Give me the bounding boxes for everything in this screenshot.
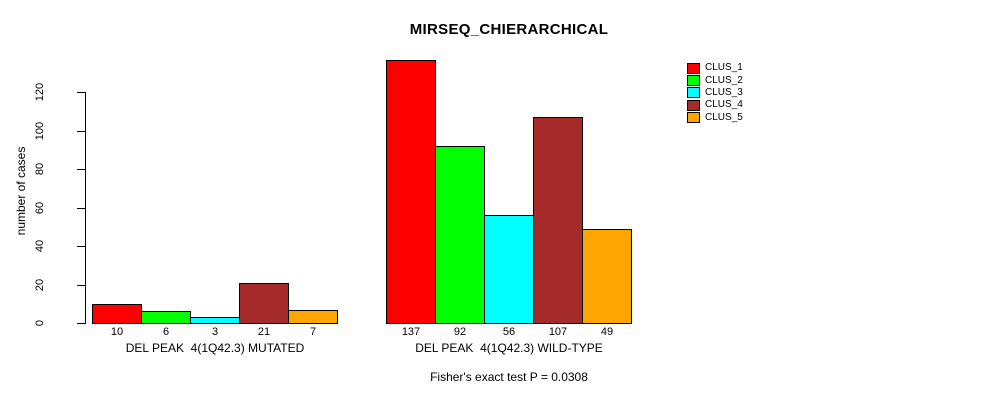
y-axis-tick-label: 120 [34, 82, 46, 102]
bar-value-label: 92 [453, 326, 467, 338]
y-axis-tick-label: 40 [34, 239, 46, 253]
y-axis-tick [77, 92, 85, 93]
legend-color-swatch [687, 112, 700, 124]
bar-clus_2-wild-type [435, 146, 485, 324]
bar-value-label: 10 [110, 326, 124, 338]
x-group-label-wild-type: DEL PEAK 4(1Q42.3) WILD-TYPE [415, 341, 603, 355]
bar-value-label: 21 [257, 326, 271, 338]
bar-clus_4-wild-type [533, 117, 583, 324]
legend-color-swatch [687, 99, 700, 111]
y-axis-tick [77, 323, 85, 324]
y-axis-label: number of cases [14, 146, 28, 236]
bar-value-label: 6 [162, 326, 170, 338]
legend-item-label: CLUS_4 [705, 99, 743, 111]
y-axis-tick [77, 131, 85, 132]
y-axis-tick-label: 60 [34, 201, 46, 215]
bar-clus_3-mutated [190, 317, 240, 324]
bar-clus_5-wild-type [582, 229, 632, 324]
y-axis-tick-label: 80 [34, 162, 46, 176]
legend-item: CLUS_4 [687, 99, 743, 111]
legend-color-swatch [687, 87, 700, 99]
y-axis-tick-label: 0 [34, 319, 46, 327]
y-axis-tick [77, 246, 85, 247]
legend-item: CLUS_1 [687, 62, 743, 74]
bar-value-label: 7 [309, 326, 317, 338]
bar-clus_5-mutated [288, 310, 338, 324]
fisher-test-annotation: Fisher's exact test P = 0.0308 [430, 370, 588, 384]
y-axis-tick-label: 20 [34, 278, 46, 292]
legend-color-swatch [687, 75, 700, 87]
legend-color-swatch [687, 62, 700, 74]
bar-value-label: 137 [401, 326, 421, 338]
legend: CLUS_1 CLUS_2 CLUS_3 CLUS_4 CLUS_5 [687, 62, 743, 124]
legend-item-label: CLUS_3 [705, 86, 743, 98]
y-axis-tick [77, 285, 85, 286]
legend-item: CLUS_5 [687, 112, 743, 124]
bar-value-label: 49 [600, 326, 614, 338]
bar-clus_1-wild-type [386, 60, 436, 324]
bar-value-label: 56 [502, 326, 516, 338]
bar-value-label: 107 [548, 326, 568, 338]
legend-item: CLUS_2 [687, 74, 743, 87]
x-group-label-mutated: DEL PEAK 4(1Q42.3) MUTATED [125, 341, 305, 355]
bar-clus_2-mutated [141, 311, 191, 324]
y-axis-tick [77, 208, 85, 209]
y-axis-tick-label: 100 [34, 121, 46, 141]
legend-item-label: CLUS_2 [705, 74, 743, 86]
bar-value-label: 3 [211, 326, 219, 338]
bar-clus_1-mutated [92, 304, 142, 324]
legend-item-label: CLUS_1 [705, 62, 743, 74]
bar-clus_3-wild-type [484, 215, 534, 324]
legend-item: CLUS_3 [687, 87, 743, 99]
bar-clus_4-mutated [239, 283, 289, 324]
legend-item-label: CLUS_5 [705, 111, 743, 123]
chart-title: MIRSEQ_CHIERARCHICAL [409, 21, 609, 38]
y-axis-tick [77, 169, 85, 170]
y-axis-line [85, 92, 86, 324]
